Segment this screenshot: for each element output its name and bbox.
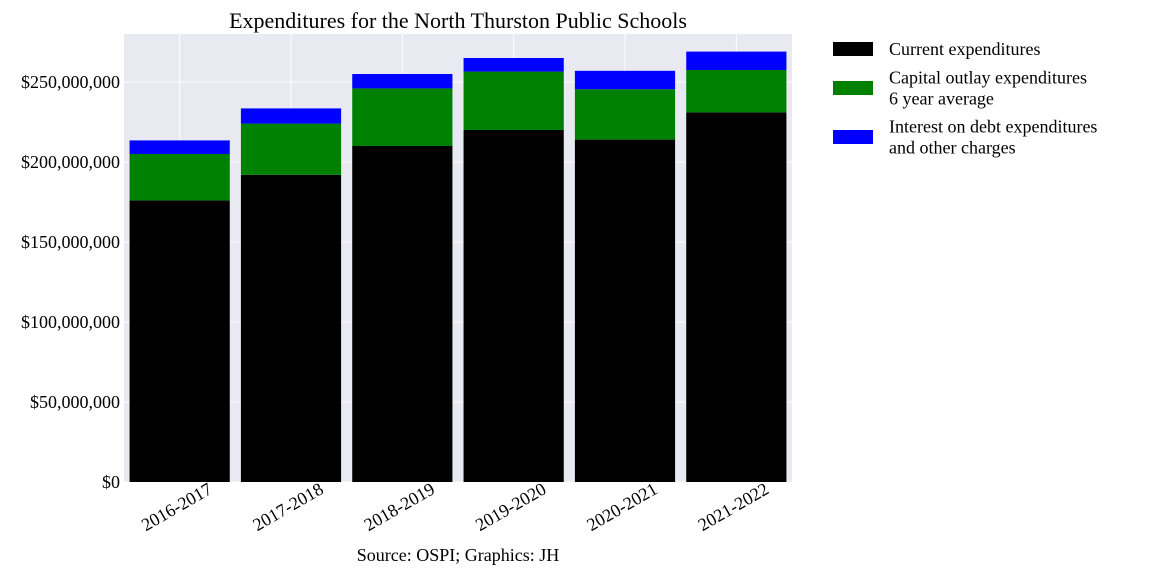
x-tick-label: 2018-2019: [361, 479, 439, 535]
y-tick-label: $50,000,000: [30, 392, 120, 412]
x-tick-label: 2021-2022: [695, 479, 773, 535]
bar-segment-capital-outlay: [686, 70, 787, 113]
y-tick-label: $150,000,000: [21, 232, 120, 252]
bar-segment-interest-debt: [574, 70, 676, 90]
y-tick-label: $100,000,000: [21, 312, 120, 332]
source-caption: Source: OSPI; Graphics: JH: [357, 545, 559, 565]
legend-swatch: [833, 130, 873, 144]
legend-label: Interest on debt expenditures and other c…: [889, 117, 1097, 158]
legend-label: Capital outlay expenditures 6 year averag…: [889, 68, 1087, 109]
bar-segment-capital-outlay: [463, 71, 564, 130]
y-tick-label: $200,000,000: [21, 152, 120, 172]
bar-segment-capital-outlay: [129, 154, 230, 201]
legend-label: Current expenditures: [889, 39, 1040, 59]
legend: Current expenditures Capital outlay expen…: [833, 39, 1097, 158]
plot-area: $0 $50,000,000 $100,000,000 $150,000,000 $20…: [21, 34, 792, 535]
x-tick-label: 2016-2017: [138, 479, 216, 535]
bar-segment-interest-debt: [463, 58, 564, 72]
bar-segment-interest-debt: [686, 51, 787, 70]
legend-swatch: [833, 42, 873, 56]
bar-segment-current: [686, 112, 787, 483]
plot-background: [124, 34, 792, 482]
bar-segment-current: [574, 139, 676, 482]
x-tick-label: 2020-2021: [583, 479, 661, 535]
bar-segment-capital-outlay: [352, 88, 453, 146]
x-tick-label: 2019-2020: [472, 479, 550, 535]
bar-segment-interest-debt: [352, 74, 453, 89]
bar-segment-capital-outlay: [574, 89, 676, 140]
y-tick-label: $250,000,000: [21, 72, 120, 92]
bar-segment-current: [129, 200, 230, 482]
bar-segment-current: [352, 146, 453, 482]
bar-segment-capital-outlay: [240, 123, 342, 175]
bar-segment-interest-debt: [240, 108, 342, 124]
bar-segment-current: [463, 130, 564, 482]
chart-title: Expenditures for the North Thurston Publ…: [229, 8, 687, 33]
bar-segment-current: [240, 174, 342, 483]
x-tick-label: 2017-2018: [249, 479, 327, 535]
bar-segment-interest-debt: [129, 140, 230, 154]
legend-swatch: [833, 81, 873, 95]
y-tick-label: $0: [102, 472, 120, 492]
